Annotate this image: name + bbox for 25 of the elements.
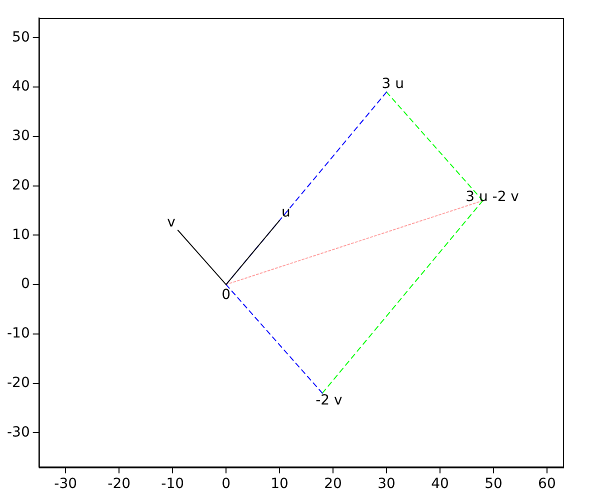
- x-tick-label: -20: [108, 476, 131, 492]
- annotation: 0: [222, 287, 231, 304]
- y-tick-label: 40: [12, 78, 30, 95]
- y-tick-label: 30: [12, 128, 30, 144]
- y-tick-label: -30: [6, 424, 30, 440]
- x-tick-label: 30: [378, 476, 396, 492]
- annotation: -2 v: [316, 392, 342, 408]
- x-tick-label: 0: [222, 476, 231, 492]
- x-tick-label: -10: [161, 476, 184, 492]
- x-tick-label: 50: [484, 476, 502, 492]
- y-tick-label: 20: [12, 177, 30, 194]
- x-tick-label: -30: [54, 476, 78, 492]
- y-tick-label: -10: [6, 326, 30, 342]
- annotation: 3 u: [382, 76, 404, 92]
- y-tick-label: 10: [12, 226, 30, 243]
- x-tick-label: 60: [538, 476, 556, 492]
- annotation: u: [282, 204, 290, 220]
- x-tick-label: 10: [270, 476, 288, 492]
- annotation: v: [167, 214, 176, 230]
- y-tick-label: -20: [6, 374, 30, 391]
- annotation: 3 u -2 v: [466, 189, 519, 206]
- x-tick-label: 40: [431, 476, 449, 492]
- y-tick-label: 0: [20, 276, 30, 292]
- y-tick-label: 50: [12, 29, 30, 46]
- x-tick-label: 20: [324, 476, 342, 492]
